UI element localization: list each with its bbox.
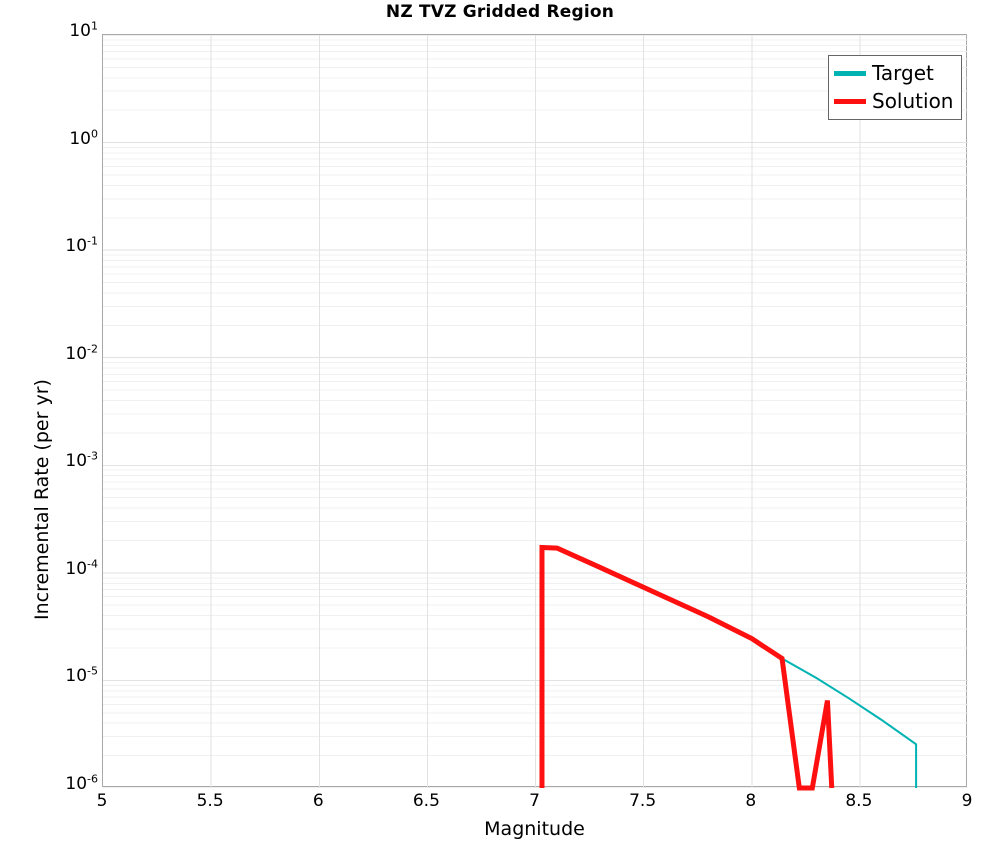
data-series-layer bbox=[539, 544, 918, 791]
x-axis-tick: 8.5 bbox=[845, 791, 873, 811]
chart-legend[interactable]: Target Solution bbox=[828, 55, 963, 120]
series-line-solution bbox=[539, 544, 835, 791]
legend-label: Target bbox=[872, 61, 934, 85]
legend-label: Solution bbox=[872, 89, 954, 113]
y-axis-tick: 10-4 bbox=[65, 557, 98, 579]
legend-color-swatch bbox=[834, 70, 866, 76]
grid-lines bbox=[103, 35, 968, 788]
x-axis-tick: 6.5 bbox=[412, 791, 440, 811]
x-axis-tick: 7 bbox=[529, 791, 540, 811]
x-axis-tick: 5 bbox=[96, 791, 108, 811]
series-line-target bbox=[781, 657, 918, 788]
x-axis-label: Magnitude bbox=[484, 818, 585, 840]
x-axis-tick: 7.5 bbox=[629, 791, 657, 811]
y-axis-tick: 10-3 bbox=[65, 449, 98, 472]
x-axis-tick: 8 bbox=[745, 791, 757, 811]
chart-title: NZ TVZ Gridded Region bbox=[385, 2, 615, 22]
y-axis-tick: 10-5 bbox=[65, 664, 98, 687]
y-axis-tick-labels: 101 100 10-1 10-2 10-3 10-4 10-5 10-6 bbox=[0, 0, 98, 850]
y-axis-tick: 10-1 bbox=[65, 234, 98, 257]
plot-area bbox=[102, 34, 968, 791]
y-axis-tick: 101 bbox=[69, 19, 98, 41]
legend-color-swatch bbox=[834, 98, 866, 104]
y-axis-tick: 100 bbox=[69, 126, 98, 149]
x-axis-tick: 9 bbox=[961, 791, 973, 811]
x-axis-tick: 6 bbox=[312, 791, 324, 811]
legend-entry[interactable]: Target bbox=[834, 59, 953, 87]
y-axis-tick: 10-2 bbox=[65, 342, 98, 364]
y-axis-tick: 10-6 bbox=[65, 772, 98, 794]
legend-entry[interactable]: Solution bbox=[834, 87, 953, 115]
x-axis-tick: 5.5 bbox=[196, 791, 224, 811]
